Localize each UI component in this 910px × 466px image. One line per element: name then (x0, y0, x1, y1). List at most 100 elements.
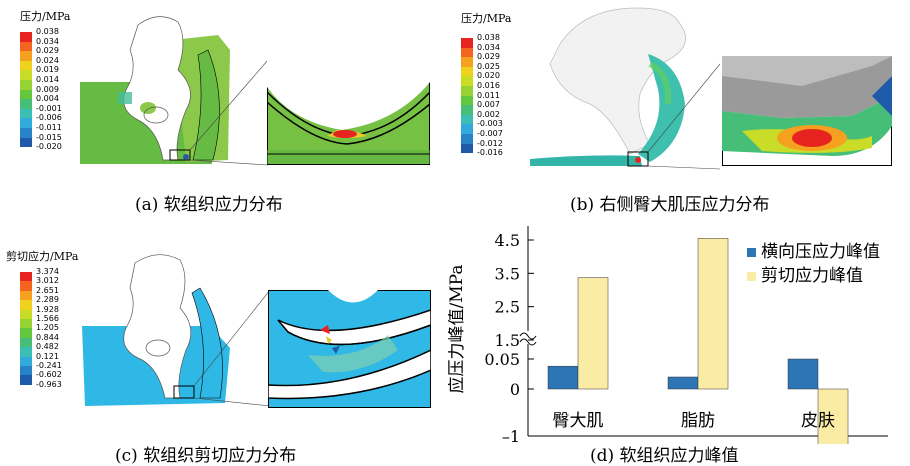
colorbar-a-label: 0.014 (36, 75, 59, 84)
colorbar-c-label: 2.289 (36, 295, 59, 305)
colorbar-c-label: 1.928 (36, 304, 59, 314)
colorbar-a-swatch (20, 99, 32, 109)
colorbar-a-label: 0.004 (36, 94, 59, 104)
colorbar-b-title: 压力/MPa (461, 12, 512, 25)
colorbar-b-label: 0.038 (477, 33, 500, 42)
simulation-c-model (82, 254, 270, 407)
caption-b: (b) 右侧臀大肌压应力分布 (570, 195, 770, 215)
colorbar-c-swatch (20, 290, 32, 301)
colorbar-c-label: 3.012 (36, 276, 59, 286)
colorbar-b-swatch (461, 114, 473, 125)
colorbar-b-label: -0.007 (477, 129, 503, 138)
colorbar-a-label: -0.020 (36, 142, 62, 152)
y-tick-label: 0 (510, 380, 520, 399)
simulation-a-model (80, 16, 268, 166)
colorbar-a-label: 0.038 (36, 27, 59, 36)
colorbar-b-swatch (461, 38, 473, 48)
colorbar-c-swatch (20, 300, 32, 310)
colorbar-a-title: 压力/MPa (20, 10, 71, 23)
colorbar-c-swatch (20, 309, 32, 319)
colorbar-a-swatch (20, 89, 32, 100)
axis-break-mark (519, 332, 537, 340)
colorbar-a-swatch (20, 41, 32, 52)
colorbar-a-swatch (20, 137, 32, 148)
bar-剪切应力峰值 (697, 238, 729, 390)
colorbar-a-swatch (20, 118, 32, 128)
caption-d: (d) 软组织应力峰值 (590, 446, 739, 466)
colorbar-a-swatch (20, 80, 32, 90)
colorbar-c-label: 0.844 (36, 332, 59, 342)
colorbar-a-label: 0.024 (36, 55, 59, 65)
colorbar-c-swatch (20, 328, 32, 338)
colorbar-b-swatch (461, 66, 473, 77)
colorbar-c: 剪切应力/MPa 3.374 3.012 2.651 2.289 1.928 1.566 1… (6, 248, 86, 388)
legend-swatch-1 (747, 248, 756, 257)
legend-label-2: 剪切应力峰值 (761, 266, 863, 286)
legend-swatch-2 (747, 272, 756, 281)
colorbar-c-swatch (20, 375, 32, 385)
colorbar-b-label: -0.003 (477, 119, 503, 129)
colorbar-c-label: 1.566 (36, 314, 59, 323)
colorbar-b-label: 0.011 (477, 90, 500, 100)
simulation-b-model (530, 7, 720, 170)
zoom-inset-b (722, 56, 892, 166)
category-label: 脂肪 (681, 411, 715, 431)
colorbar-a-label: 0.019 (36, 65, 59, 75)
colorbar-c-label: -0.241 (36, 361, 62, 370)
colorbar-b-label: 0.029 (477, 52, 500, 62)
y-tick-label: 4.5 (495, 231, 520, 250)
zoom-inset-a (267, 52, 430, 165)
bar-横向压应力峰值 (787, 358, 819, 390)
colorbar-a-label: 0.029 (36, 46, 59, 56)
zoom-inset-c (268, 290, 431, 408)
colorbar-c-label: -0.963 (36, 379, 62, 389)
caption-c: (c) 软组织剪切应力分布 (115, 446, 297, 466)
colorbar-a-swatch (20, 128, 32, 138)
category-label: 臀大肌 (553, 411, 604, 431)
axis-break-mark-2 (519, 338, 537, 346)
bar-横向压应力峰值 (547, 365, 579, 390)
colorbar-b-label: -0.016 (477, 148, 503, 158)
bars (547, 238, 849, 444)
colorbar-b-swatch (461, 105, 473, 115)
bar-剪切应力峰值 (817, 388, 849, 444)
y-tick-label: 3.5 (495, 264, 520, 283)
legend: 横向压应力峰值 剪切应力峰值 (747, 242, 880, 286)
colorbar-b-swatch (461, 143, 473, 154)
colorbar-a-label: 0.009 (36, 84, 59, 94)
y-tick-label: 1.5 (495, 331, 520, 350)
bar-chart-d: 应压力峰值/MPa 4.5 3.5 2.5 1.50.05 0 –1 臀大肌 脂肪 皮肤 横向… (448, 226, 888, 444)
colorbar-a-label: -0.015 (36, 132, 62, 142)
y-axis-label: 应压力峰值/MPa (448, 265, 467, 394)
colorbar-b-swatch (461, 57, 473, 67)
colorbar-a-label: -0.001 (36, 103, 62, 113)
y-tick-label: 2.5 (495, 298, 520, 317)
colorbar-b-swatch (461, 95, 473, 106)
colorbar-a-swatch (20, 32, 32, 42)
colorbar-b-label: 0.007 (477, 100, 500, 110)
y-ticks: 4.5 3.5 2.5 1.50.05 0 –1 (484, 231, 534, 444)
colorbar-a: 压力/MPa 0.038 0.034 0.029 0.024 0.019 0.014 0.0… (6, 8, 76, 151)
bar-横向压应力峰值 (667, 376, 699, 390)
colorbar-b-label: 0.020 (477, 71, 500, 81)
colorbar-c-label: 3.374 (36, 267, 59, 276)
category-label: 皮肤 (801, 411, 835, 431)
y-tick-label: –1 (502, 427, 520, 444)
colorbar-c-swatch (20, 347, 32, 357)
colorbar-b-label: 0.034 (477, 42, 500, 52)
colorbar-b-swatch (461, 76, 473, 86)
colorbar-a-label: 0.034 (36, 36, 59, 46)
colorbar-a-swatch (20, 51, 32, 61)
colorbar-c-label: 2.651 (36, 285, 59, 295)
colorbar-c-swatch (20, 319, 32, 329)
colorbar-c-label: -0.602 (36, 370, 62, 380)
colorbar-a-swatch (20, 70, 32, 80)
colorbar-c-label: 0.482 (36, 342, 59, 352)
colorbar-b-label: 0.002 (477, 109, 500, 119)
colorbar-a-swatch (20, 60, 32, 71)
colorbar-a-label: -0.006 (36, 113, 62, 123)
colorbar-b-swatch (461, 86, 473, 96)
colorbar-c-label: 1.205 (36, 323, 59, 333)
category-labels: 臀大肌 脂肪 皮肤 (553, 411, 836, 431)
colorbar-b-label: 0.025 (477, 61, 500, 71)
